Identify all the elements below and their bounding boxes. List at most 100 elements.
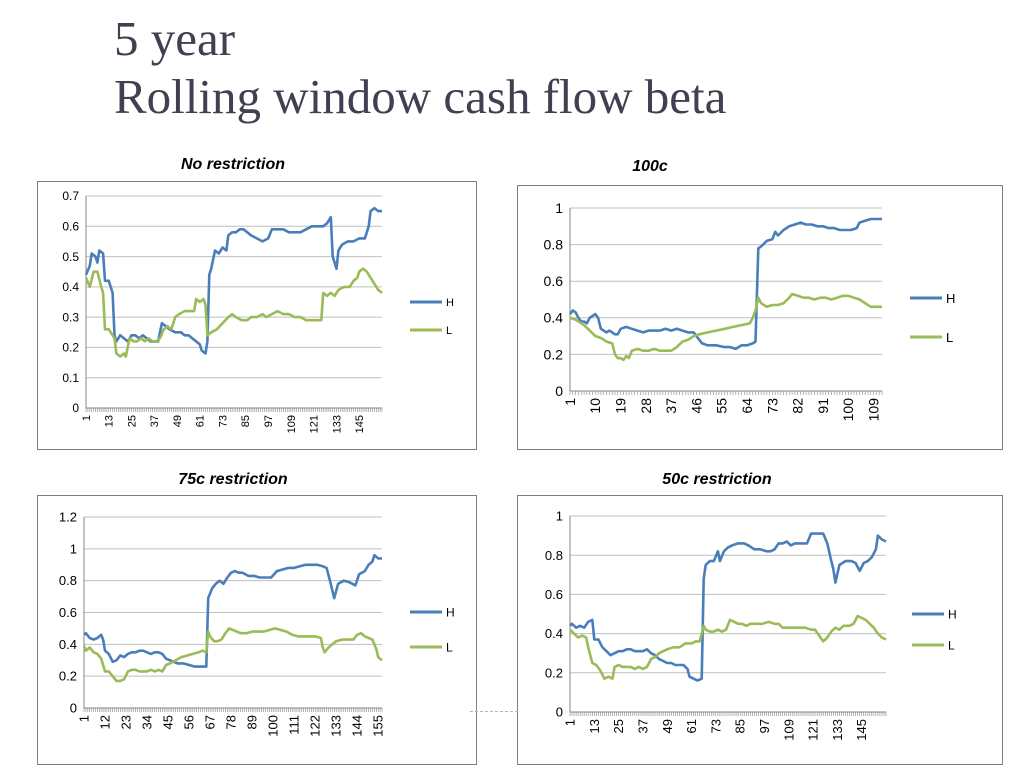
no-restriction-x-tick-label: 145 — [354, 415, 366, 433]
75c-restriction-x-tick-label: 144 — [350, 715, 365, 737]
100c-x-tick-label: 100 — [840, 398, 856, 422]
no-restriction-y-tick-label: 0.1 — [62, 371, 79, 385]
100c-y-tick-label: 0.2 — [544, 346, 564, 362]
50c-restriction-x-tick-label: 49 — [660, 719, 675, 733]
75c-restriction-x-tick-label: 56 — [182, 715, 197, 729]
no-restriction-x-tick-label: 73 — [217, 415, 229, 427]
50c-restriction-x-tick-label: 109 — [781, 719, 796, 741]
no-restriction-x-tick-label: 13 — [104, 415, 116, 427]
75c-restriction-legend-label-h: H — [446, 606, 455, 620]
chart-title-50c-restriction: 50c restriction — [662, 471, 772, 488]
75c-restriction-y-tick-label: 0.6 — [59, 605, 77, 620]
75c-restriction-y-tick-label: 0.2 — [59, 669, 77, 684]
no-restriction-x-tick-label: 49 — [172, 415, 184, 427]
75c-restriction-x-tick-label: 67 — [203, 715, 218, 729]
50c-restriction-series-l-line — [569, 614, 887, 680]
75c-restriction-y-tick-label: 1.2 — [59, 510, 77, 525]
100c-x-tick-label: 1 — [562, 398, 578, 406]
100c-x-tick-label: 82 — [790, 398, 806, 414]
50c-restriction-x-tick-label: 13 — [587, 719, 602, 733]
50c-restriction-x-tick-label: 61 — [684, 719, 699, 733]
100c-y-tick-label: 0.8 — [544, 237, 564, 253]
100c-series-l-line — [569, 292, 882, 362]
75c-restriction-y-tick-label: 0.4 — [59, 637, 77, 652]
no-restriction-legend-label-h: H — [446, 297, 454, 309]
chart-no-restriction-svg: 0 0.1 0.2 0.3 0.4 0.5 0.6 0.7 1 13 25 37 49 61 73 85 97 1… — [62, 189, 454, 433]
75c-restriction-y-tick-label: 0.8 — [59, 573, 77, 588]
no-restriction-y-tick-label: 0 — [72, 401, 79, 415]
slide-title: 5 year Rolling window cash flow beta — [114, 10, 726, 126]
50c-restriction-y-tick-label: 0.6 — [545, 587, 563, 602]
75c-restriction-series-l-line — [82, 627, 383, 683]
50c-restriction-y-tick-label: 0.4 — [545, 626, 563, 641]
75c-restriction-x-tick-label: 100 — [266, 715, 281, 737]
no-restriction-x-tick-label: 25 — [126, 415, 138, 427]
100c-legend-label-h: H — [946, 291, 955, 306]
50c-restriction-x-tick-label: 37 — [635, 719, 650, 733]
75c-restriction-x-tick-label: 1 — [77, 715, 92, 722]
no-restriction-y-tick-label: 0.4 — [62, 280, 79, 294]
75c-restriction-x-tick-label: 12 — [98, 715, 113, 729]
100c-x-tick-label: 37 — [663, 398, 679, 414]
no-restriction-x-tick-label: 1 — [81, 415, 93, 421]
100c-x-tick-label: 55 — [714, 398, 730, 414]
50c-restriction-series-h-line — [569, 532, 887, 682]
50c-restriction-x-tick-label: 85 — [733, 719, 748, 733]
no-restriction-legend-label-l: L — [446, 325, 452, 337]
no-restriction-x-tick-label: 37 — [149, 415, 161, 427]
chart-title-no-restriction: No restriction — [180, 156, 285, 173]
no-restriction-y-tick-label: 0.3 — [62, 310, 79, 324]
50c-restriction-x-tick-label: 1 — [563, 719, 578, 726]
75c-restriction-x-tick-label: 45 — [161, 715, 176, 729]
75c-restriction-x-tick-label: 122 — [308, 715, 323, 737]
slide-title-line2: Rolling window cash flow beta — [114, 69, 727, 124]
75c-restriction-legend-label-l: L — [446, 641, 453, 655]
50c-restriction-y-tick-label: 0 — [556, 705, 563, 720]
75c-restriction-y-tick-label: 1 — [70, 541, 77, 556]
chart-title-100c: 100c — [632, 158, 668, 175]
dashed-connector — [470, 711, 518, 712]
no-restriction-x-tick-label: 121 — [309, 415, 321, 433]
no-restriction-y-tick-label: 0.6 — [62, 219, 79, 233]
50c-restriction-x-tick-label: 133 — [830, 719, 845, 741]
50c-restriction-legend-label-h: H — [948, 608, 957, 622]
100c-x-tick-label: 10 — [587, 398, 603, 414]
no-restriction-x-tick-label: 85 — [240, 415, 252, 427]
75c-restriction-x-tick-label: 133 — [329, 715, 344, 737]
75c-restriction-x-tick-label: 111 — [287, 715, 302, 735]
75c-restriction-x-tick-label: 89 — [245, 715, 260, 729]
50c-restriction-y-tick-label: 0.2 — [545, 665, 563, 680]
100c-x-tick-label: 109 — [865, 398, 881, 422]
chart-no-restriction: 0 0.1 0.2 0.3 0.4 0.5 0.6 0.7 1 13 25 37 49 61 73 85 97 1… — [37, 181, 477, 450]
75c-restriction-y-tick-label: 0 — [70, 701, 77, 716]
100c-y-tick-label: 0.6 — [544, 273, 564, 289]
50c-restriction-y-tick-label: 1 — [556, 509, 563, 524]
chart-100c: 0 0.2 0.4 0.6 0.8 1 1 10 19 28 37 46 55 64 73 82 91 100 10… — [517, 185, 1003, 450]
100c-series-h-line — [568, 217, 882, 351]
75c-restriction-x-tick-label: 155 — [371, 715, 386, 737]
100c-y-tick-label: 0.4 — [544, 310, 564, 326]
100c-y-tick-label: 0 — [555, 383, 563, 399]
no-restriction-y-tick-label: 0.2 — [62, 341, 79, 355]
100c-x-tick-label: 28 — [638, 398, 654, 414]
50c-restriction-x-tick-label: 145 — [854, 719, 869, 741]
chart-title-75c-restriction: 75c restriction — [178, 471, 288, 488]
100c-y-tick-label: 1 — [555, 200, 563, 216]
100c-x-tick-label: 91 — [815, 398, 831, 414]
100c-legend-label-l: L — [946, 330, 953, 345]
chart-100c-svg: 0 0.2 0.4 0.6 0.8 1 1 10 19 28 37 46 55 64 73 82 91 100 10… — [544, 200, 956, 422]
no-restriction-x-tick-label: 133 — [331, 415, 343, 433]
100c-x-tick-label: 73 — [764, 398, 780, 414]
no-restriction-x-tick-label: 97 — [263, 415, 275, 427]
50c-restriction-x-tick-label: 73 — [708, 719, 723, 733]
75c-restriction-series-h-line — [83, 553, 382, 668]
slide-title-line1: 5 year — [114, 11, 236, 66]
50c-restriction-x-tick-label: 121 — [806, 719, 821, 741]
no-restriction-x-tick-label: 109 — [286, 415, 298, 433]
chart-75c-restriction: 0 0.2 0.4 0.6 0.8 1 1.2 1 12 23 34 45 56 67 78 89 100 111… — [37, 495, 477, 765]
75c-restriction-x-tick-label: 23 — [119, 715, 134, 729]
no-restriction-y-tick-label: 0.7 — [62, 189, 79, 203]
100c-x-tick-label: 46 — [688, 398, 704, 414]
50c-restriction-legend-label-l: L — [948, 639, 955, 653]
chart-50c-restriction-svg: 0 0.2 0.4 0.6 0.8 1 1 13 25 37 49 61 73 85 97 109 121 133… — [545, 509, 957, 741]
